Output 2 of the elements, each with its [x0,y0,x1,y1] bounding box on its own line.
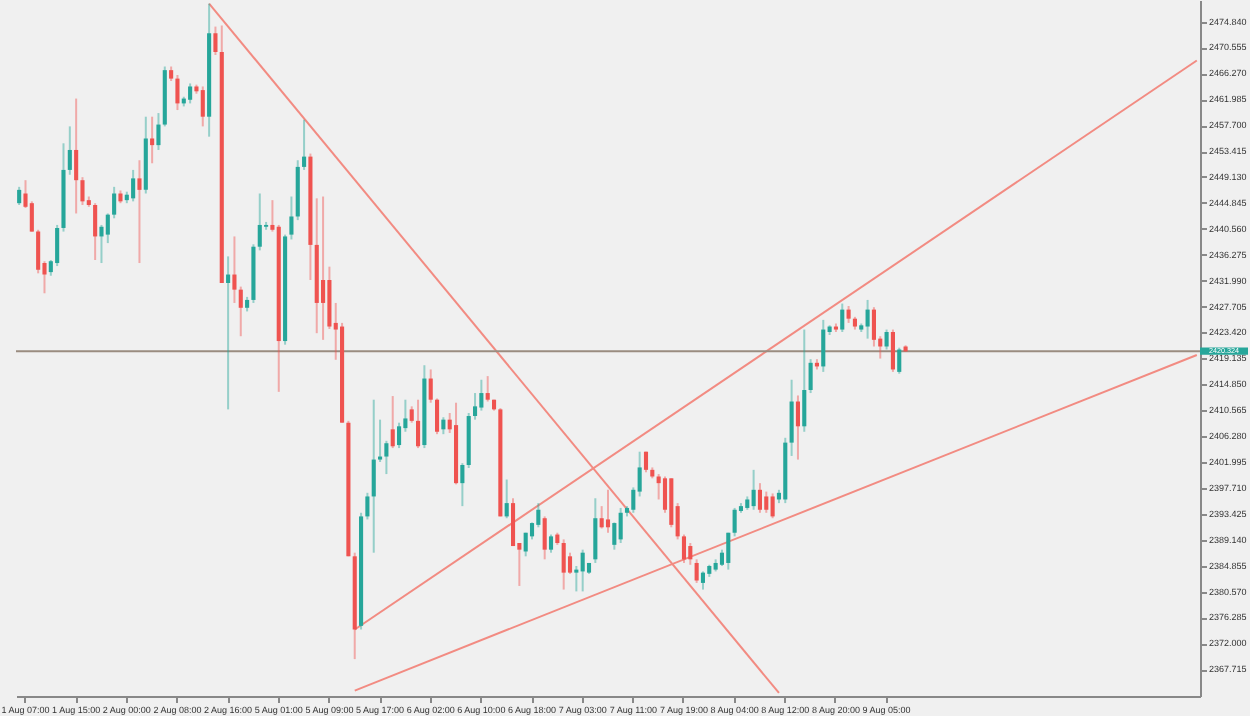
candlestick [29,200,34,233]
candlestick [669,477,674,529]
